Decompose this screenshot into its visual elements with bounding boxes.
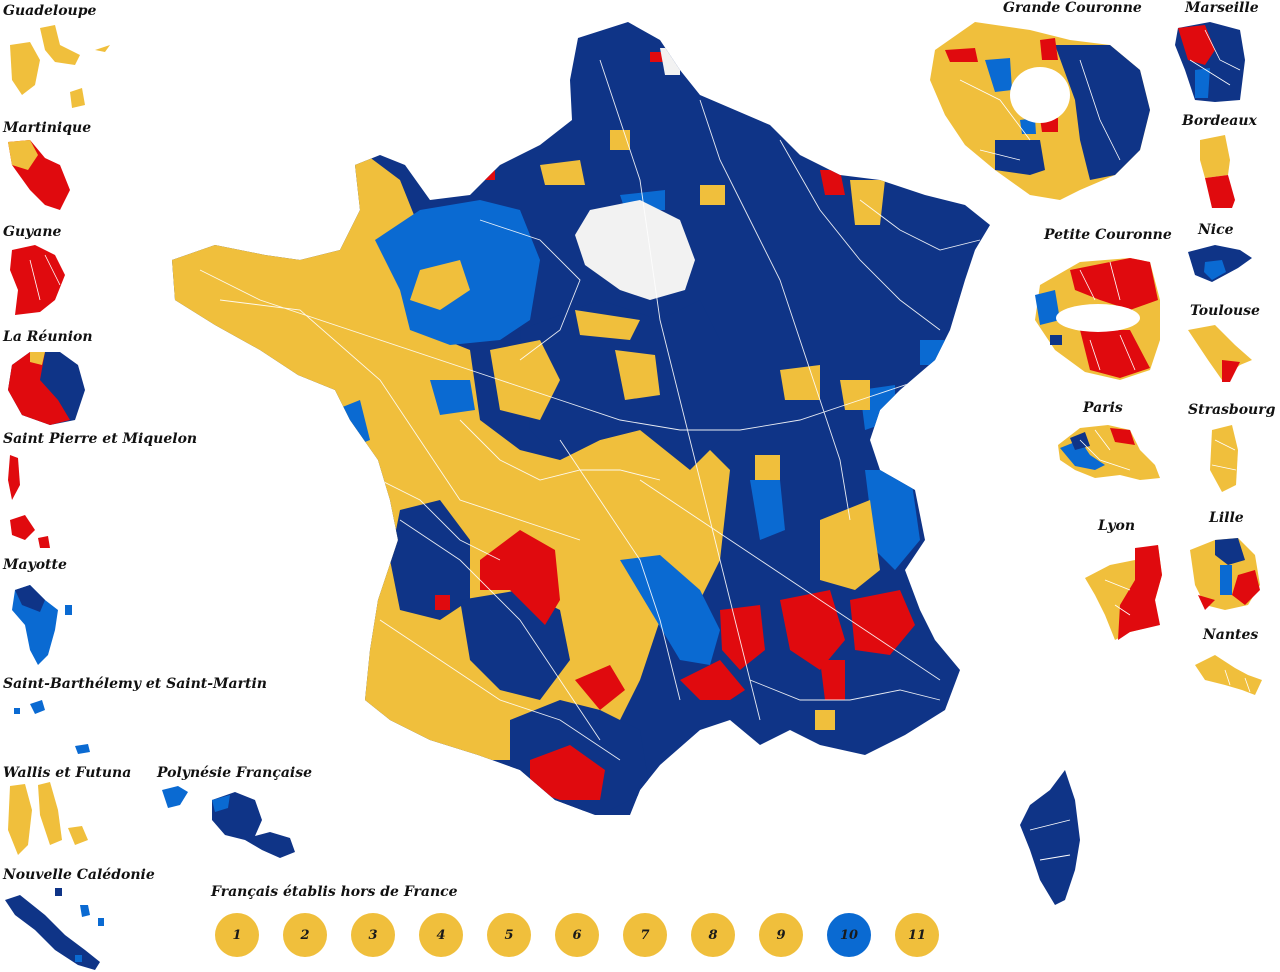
label-nouvelle-caledonie: Nouvelle Calédonie xyxy=(3,867,155,883)
label-la-reunion: La Réunion xyxy=(3,329,93,345)
corse xyxy=(1020,770,1080,905)
martinique-map xyxy=(8,140,70,210)
label-martinique: Martinique xyxy=(3,120,92,136)
abroad-constituency-8[interactable]: 8 xyxy=(691,913,735,957)
polynesie-map xyxy=(162,786,295,858)
loire-lightblue xyxy=(430,380,475,415)
centre-yellow-b xyxy=(615,350,660,400)
ariege-red xyxy=(530,745,605,800)
alps-lightblue xyxy=(865,470,920,570)
centre-yellow-c xyxy=(575,310,640,340)
label-lyon: Lyon xyxy=(1098,518,1135,534)
bourgogne-yellow xyxy=(780,365,820,400)
label-strasbourg: Strasbourg xyxy=(1188,402,1276,418)
label-saint-barth: Saint-Barthélemy et Saint-Martin xyxy=(3,676,267,692)
label-paris: Paris xyxy=(1083,400,1123,416)
metropolitan-france xyxy=(172,22,990,815)
abroad-constituency-3[interactable]: 3 xyxy=(351,913,395,957)
mayotte-map xyxy=(12,585,72,665)
label-guyane: Guyane xyxy=(3,224,62,240)
ile-de-france-grey xyxy=(575,200,695,300)
lozere-red xyxy=(720,605,765,670)
lorraine-yellow xyxy=(700,185,725,205)
isere-yellow xyxy=(755,455,780,480)
label-nice: Nice xyxy=(1198,222,1234,238)
label-nantes: Nantes xyxy=(1203,627,1259,643)
nice-map xyxy=(1188,245,1252,282)
label-bordeaux: Bordeaux xyxy=(1182,113,1257,129)
drome-red xyxy=(780,590,845,670)
centre-blue xyxy=(520,300,720,470)
calais-red xyxy=(485,168,495,180)
abroad-constituency-1[interactable]: 1 xyxy=(215,913,259,957)
normandy-yellow xyxy=(410,260,470,310)
label-grande-couronne: Grande Couronne xyxy=(1003,0,1142,16)
label-guadeloupe: Guadeloupe xyxy=(3,3,97,19)
centre-yellow-a xyxy=(490,340,560,420)
west-yellow-region xyxy=(172,150,730,760)
champagne-yellow xyxy=(850,180,885,225)
abroad-constituency-5[interactable]: 5 xyxy=(487,913,531,957)
abroad-constituency-9[interactable]: 9 xyxy=(759,913,803,957)
lyon-map xyxy=(1085,545,1162,640)
label-wallis: Wallis et Futuna xyxy=(3,765,132,781)
abroad-constituency-4[interactable]: 4 xyxy=(419,913,463,957)
strasbourg-map xyxy=(1210,425,1238,492)
saone-lightblue xyxy=(750,480,785,540)
reunion-map xyxy=(8,352,85,425)
abroad-constituency-6[interactable]: 6 xyxy=(555,913,599,957)
label-lille: Lille xyxy=(1209,510,1244,526)
label-saint-pierre: Saint Pierre et Miquelon xyxy=(3,431,198,447)
nantes-map xyxy=(1195,655,1262,695)
label-francais-etranger: Français établis hors de France xyxy=(211,884,458,900)
abroad-constituency-2[interactable]: 2 xyxy=(283,913,327,957)
bordeaux-map xyxy=(1200,135,1235,208)
label-mayotte: Mayotte xyxy=(3,557,67,573)
guadeloupe-map xyxy=(10,25,110,108)
label-petite-couronne: Petite Couronne xyxy=(1044,227,1172,243)
paris-map xyxy=(1058,425,1160,480)
var-yellow xyxy=(815,710,835,730)
wallis-map xyxy=(8,744,90,855)
abroad-constituency-7[interactable]: 7 xyxy=(623,913,667,957)
hautesalpes-red xyxy=(850,590,915,655)
alps-yellow xyxy=(820,500,880,590)
petite-couronne-map xyxy=(1035,258,1160,380)
ardennes-red xyxy=(820,170,845,195)
grande-couronne-map xyxy=(930,22,1150,200)
label-marseille: Marseille xyxy=(1185,0,1259,16)
label-toulouse: Toulouse xyxy=(1190,303,1260,319)
tarn-red xyxy=(575,665,625,710)
correze-red xyxy=(480,530,560,625)
abroad-constituency-10[interactable]: 10 xyxy=(827,913,871,957)
jura-yellow xyxy=(840,380,870,410)
toulouse-map xyxy=(1188,325,1252,382)
constituency-borders xyxy=(199,59,981,761)
guyane-map xyxy=(10,245,65,315)
saint-pierre-map xyxy=(8,455,50,548)
label-polynesie: Polynésie Française xyxy=(157,765,313,781)
picardie-yellow xyxy=(540,160,585,185)
montpellier-red xyxy=(680,660,745,700)
vaucluse-red xyxy=(820,660,845,700)
abroad-constituency-11[interactable]: 11 xyxy=(895,913,939,957)
gironde-red xyxy=(435,595,450,610)
massif-lightblue xyxy=(620,555,720,665)
marseille-map xyxy=(1175,22,1245,102)
nouvelle-caledonie-map xyxy=(5,888,104,970)
lille-map xyxy=(1190,538,1260,610)
vosges-lightblue xyxy=(920,340,945,365)
saint-barth-map xyxy=(14,700,45,714)
